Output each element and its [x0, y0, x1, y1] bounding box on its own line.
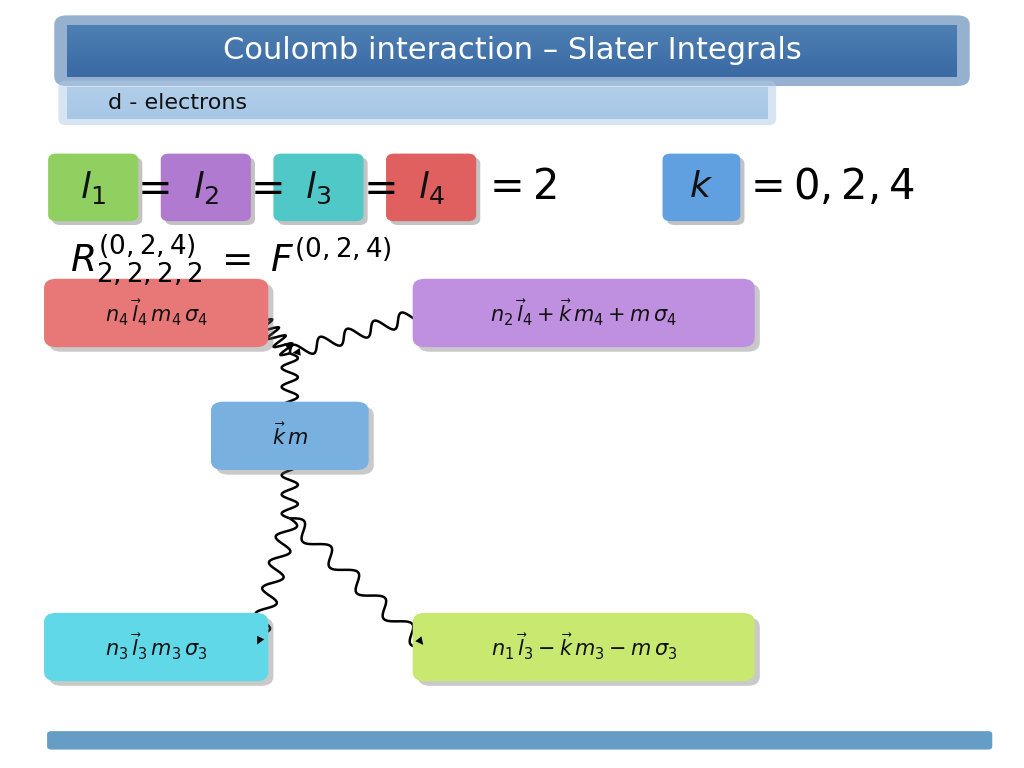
Bar — [67, 71, 957, 73]
Text: $n_4\,\vec{l}_4\,m_4\,\sigma_4$: $n_4\,\vec{l}_4\,m_4\,\sigma_4$ — [104, 298, 208, 328]
Text: $l_3$: $l_3$ — [305, 169, 332, 206]
Text: $=$: $=$ — [354, 167, 395, 208]
Text: $R_{2,2,2,2}^{(0,2,4)} \;=\; F^{(0,2,4)}$: $R_{2,2,2,2}^{(0,2,4)} \;=\; F^{(0,2,4)}… — [70, 233, 391, 290]
Bar — [67, 95, 768, 97]
Bar — [67, 40, 957, 42]
Bar — [67, 88, 768, 90]
Bar — [67, 30, 957, 31]
Bar — [67, 109, 768, 111]
Bar — [67, 51, 957, 52]
FancyBboxPatch shape — [44, 613, 268, 681]
Bar — [67, 52, 957, 55]
Bar — [67, 35, 957, 37]
FancyBboxPatch shape — [386, 154, 476, 221]
FancyBboxPatch shape — [161, 154, 251, 221]
Bar — [67, 97, 768, 98]
Text: $n_3\,\vec{l}_3\,m_3\,\sigma_3$: $n_3\,\vec{l}_3\,m_3\,\sigma_3$ — [104, 632, 208, 662]
Bar — [67, 100, 768, 101]
Bar — [67, 65, 957, 66]
FancyBboxPatch shape — [52, 157, 142, 225]
FancyBboxPatch shape — [390, 157, 480, 225]
Bar — [67, 98, 768, 100]
FancyBboxPatch shape — [48, 154, 138, 221]
Bar — [67, 66, 957, 68]
FancyBboxPatch shape — [663, 154, 740, 221]
Bar — [67, 118, 768, 119]
Text: $l_2$: $l_2$ — [193, 169, 219, 206]
Bar — [67, 106, 768, 108]
Bar — [67, 111, 768, 113]
Bar — [67, 73, 957, 75]
FancyBboxPatch shape — [58, 81, 776, 125]
Bar — [67, 108, 768, 109]
Text: d - electrons: d - electrons — [108, 93, 247, 113]
Bar — [67, 90, 768, 91]
Bar — [67, 25, 957, 26]
FancyBboxPatch shape — [49, 617, 273, 686]
FancyBboxPatch shape — [278, 157, 368, 225]
FancyBboxPatch shape — [49, 283, 273, 352]
Bar — [67, 26, 957, 28]
Text: $\vec{k}\,m$: $\vec{k}\,m$ — [271, 422, 308, 449]
Bar — [67, 31, 957, 33]
FancyBboxPatch shape — [413, 613, 755, 681]
Text: Coulomb interaction – Slater Integrals: Coulomb interaction – Slater Integrals — [222, 36, 802, 65]
Bar — [67, 28, 957, 30]
Text: $n_2\,\vec{l}_4 + \vec{k}\,m_4 + m\,\sigma_4$: $n_2\,\vec{l}_4 + \vec{k}\,m_4 + m\,\sig… — [490, 298, 677, 328]
Text: $= 0, 2, 4$: $= 0, 2, 4$ — [742, 167, 915, 208]
Bar — [67, 116, 768, 118]
Bar — [67, 113, 768, 114]
Bar — [67, 101, 768, 103]
Bar — [67, 56, 957, 58]
Text: $=$: $=$ — [129, 167, 170, 208]
Text: $l_4$: $l_4$ — [418, 169, 444, 206]
Text: $l_1$: $l_1$ — [80, 169, 106, 206]
Bar — [67, 114, 768, 116]
Bar — [67, 33, 957, 35]
Bar — [67, 44, 957, 45]
Bar — [67, 42, 957, 44]
FancyBboxPatch shape — [273, 154, 364, 221]
FancyBboxPatch shape — [54, 15, 970, 86]
FancyBboxPatch shape — [44, 279, 268, 347]
Bar — [67, 104, 768, 106]
Bar — [67, 70, 957, 71]
FancyBboxPatch shape — [211, 402, 369, 470]
Bar — [67, 103, 768, 104]
FancyBboxPatch shape — [418, 617, 760, 686]
FancyBboxPatch shape — [47, 731, 992, 750]
Bar — [67, 38, 957, 40]
Bar — [67, 68, 957, 70]
FancyBboxPatch shape — [418, 283, 760, 352]
FancyBboxPatch shape — [413, 279, 755, 347]
Bar — [67, 37, 957, 38]
Text: $k$: $k$ — [689, 170, 714, 204]
FancyBboxPatch shape — [216, 406, 374, 475]
Text: $= 2$: $= 2$ — [481, 167, 557, 208]
Bar — [67, 49, 957, 51]
Bar — [67, 55, 957, 56]
Bar — [67, 58, 957, 59]
Bar — [67, 93, 768, 95]
Text: $=$: $=$ — [242, 167, 283, 208]
Bar — [67, 45, 957, 47]
Bar — [67, 87, 768, 88]
Bar — [67, 61, 957, 63]
FancyBboxPatch shape — [667, 157, 744, 225]
Bar — [67, 75, 957, 77]
Text: $n_1\,\vec{l}_3 - \vec{k}\,m_3 - m\,\sigma_3$: $n_1\,\vec{l}_3 - \vec{k}\,m_3 - m\,\sig… — [490, 632, 677, 662]
Bar — [67, 63, 957, 65]
Bar — [67, 47, 957, 49]
FancyBboxPatch shape — [165, 157, 255, 225]
Bar — [67, 59, 957, 61]
Bar — [67, 91, 768, 93]
